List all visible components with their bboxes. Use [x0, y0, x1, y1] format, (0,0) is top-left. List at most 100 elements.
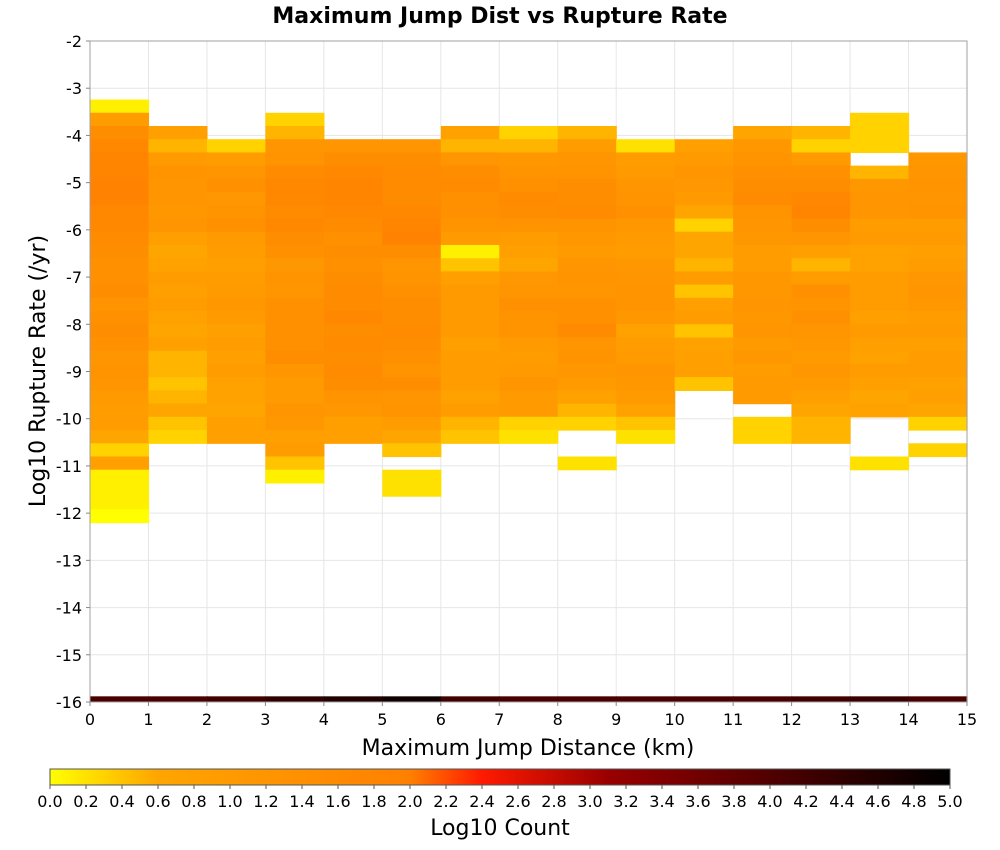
x-tick-label: 15 — [957, 710, 977, 729]
strip-cell — [499, 696, 559, 702]
x-tick-label: 11 — [723, 710, 743, 729]
heatmap-cell — [90, 403, 150, 418]
heatmap-cell — [616, 271, 676, 286]
heatmap-cell — [90, 416, 150, 431]
heatmap-cell — [616, 231, 676, 246]
y-tick-label: -7 — [66, 268, 82, 287]
heatmap-cell — [440, 350, 500, 365]
heatmap-cell — [850, 125, 910, 140]
heatmap-cell — [382, 443, 442, 458]
x-axis-ticks: 0 1 2 3 4 5 6 7 8 9 10 11 12 13 14 15 — [85, 702, 977, 729]
heatmap-cell — [265, 311, 325, 325]
heatmap-cell — [440, 139, 500, 154]
heatmap-cell — [265, 337, 325, 352]
heatmap-cell — [499, 311, 559, 325]
heatmap-cell — [791, 152, 851, 167]
heatmap-cell — [206, 218, 266, 233]
heatmap-cell — [733, 231, 793, 246]
heatmap-cell — [323, 377, 383, 391]
heatmap-cell — [557, 231, 617, 246]
heatmap-cell — [616, 258, 676, 273]
heatmap-cell — [265, 443, 325, 458]
heatmap-cell — [265, 297, 325, 312]
heatmap-cell — [733, 297, 793, 312]
heatmap-cell — [90, 363, 150, 378]
heatmap-cell — [90, 430, 150, 444]
heatmap-cell — [206, 390, 266, 405]
heatmap-cell — [557, 125, 617, 140]
colorbar-tick-label: 3.8 — [721, 792, 746, 811]
heatmap-cell — [265, 178, 325, 193]
heatmap-cell — [90, 390, 150, 405]
heatmap-cell — [90, 456, 150, 471]
heatmap-cell — [791, 244, 851, 259]
heatmap-cell — [382, 377, 442, 391]
heatmap-cell — [148, 377, 208, 391]
heatmap-cell — [382, 258, 442, 273]
heatmap-cell — [323, 284, 383, 299]
heatmap-cell — [323, 430, 383, 444]
heatmap-cell — [616, 403, 676, 418]
heatmap-cell — [791, 205, 851, 220]
colorbar-tick-label: 0.0 — [37, 792, 62, 811]
heatmap-cell — [148, 258, 208, 273]
heatmap-cell — [616, 416, 676, 431]
heatmap-cell — [557, 363, 617, 378]
heatmap-cell — [674, 231, 734, 246]
heatmap-cell — [323, 244, 383, 259]
heatmap-cell — [733, 205, 793, 220]
heatmap-cell — [791, 165, 851, 180]
heatmap-cell — [850, 218, 910, 233]
x-tick-label: 1 — [143, 710, 153, 729]
heatmap-cell — [148, 416, 208, 431]
colorbar-tick-label: 2.4 — [469, 792, 494, 811]
heatmap-cell — [265, 456, 325, 471]
heatmap-cell — [148, 178, 208, 193]
heatmap-cell — [674, 377, 734, 391]
heatmap-cell — [616, 205, 676, 220]
heatmap-cell — [616, 430, 676, 444]
heatmap-cell — [850, 390, 910, 405]
heatmap-cell — [90, 297, 150, 312]
heatmap-cell — [733, 125, 793, 140]
colorbar-tick-label: 1.8 — [361, 792, 386, 811]
heatmap-cell — [557, 297, 617, 312]
strip-cell — [382, 696, 442, 702]
heatmap-cell — [265, 377, 325, 391]
heatmap-cell — [382, 390, 442, 405]
x-tick-label: 8 — [553, 710, 563, 729]
heatmap-cell — [733, 284, 793, 299]
heatmap-cell — [674, 205, 734, 220]
heatmap-cell — [148, 337, 208, 352]
colorbar-label: Log10 Count — [430, 816, 570, 841]
heatmap-cell — [499, 324, 559, 339]
colorbar-tick-label: 3.2 — [613, 792, 638, 811]
heatmap-cell — [206, 258, 266, 273]
heatmap-cell — [382, 363, 442, 378]
colorbar — [49, 768, 951, 786]
y-axis-ticks: -2 -3 -4 -5 -6 -7 -8 -9 -10 -11 -12 -13 -14 -15 -16 — [56, 32, 90, 712]
heatmap-cell — [733, 271, 793, 286]
heatmap-cell — [850, 337, 910, 352]
heatmap-cell — [90, 165, 150, 180]
heatmap-cell — [440, 337, 500, 352]
heatmap-cell — [616, 311, 676, 325]
heatmap-cell — [791, 271, 851, 286]
heatmap-cell — [440, 244, 500, 259]
heatmap-cell — [90, 258, 150, 273]
heatmap-cell — [440, 284, 500, 299]
heatmap-cell — [674, 178, 734, 193]
heatmap-cell — [499, 363, 559, 378]
heatmap-cell — [557, 165, 617, 180]
heatmap-cell — [148, 324, 208, 339]
heatmap-cell — [908, 350, 968, 365]
heatmap-cell — [440, 152, 500, 167]
heatmap-cell — [850, 284, 910, 299]
heatmap-cell — [90, 218, 150, 233]
heatmap-cell — [850, 244, 910, 259]
heatmap-cell — [908, 297, 968, 312]
strip-cell — [674, 696, 734, 702]
heatmap-cell — [382, 218, 442, 233]
heatmap-cell — [674, 218, 734, 233]
heatmap-cell — [616, 244, 676, 259]
